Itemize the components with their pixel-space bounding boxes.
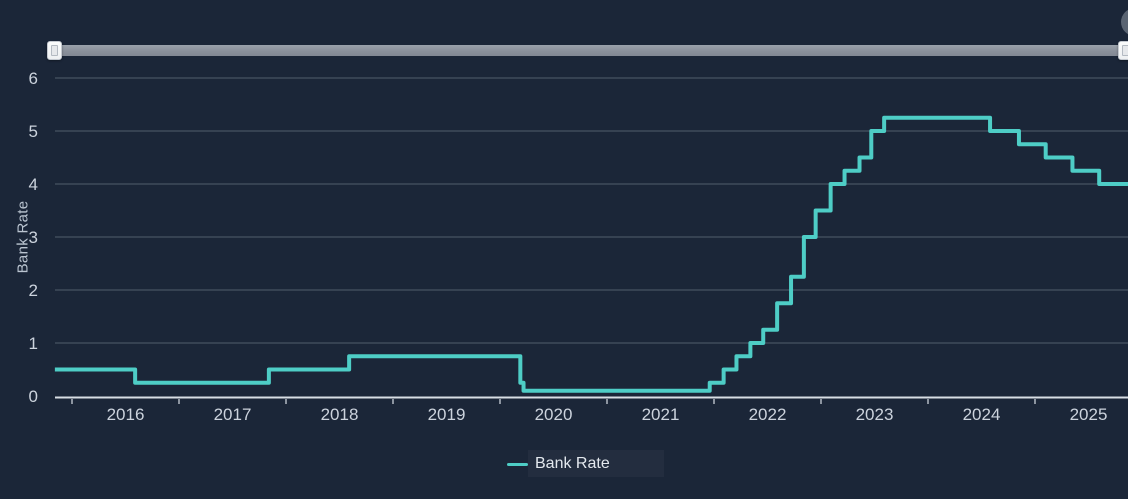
x-tick-label: 2018 [321, 405, 359, 424]
legend-label: Bank Rate [535, 455, 610, 472]
context-menu-button[interactable] [1121, 8, 1128, 36]
y-tick-label: 2 [29, 281, 38, 300]
x-tick-label: 2025 [1070, 405, 1108, 424]
legend-swatch [507, 462, 528, 466]
x-tick-label: 2021 [642, 405, 680, 424]
x-tick-label: 2023 [856, 405, 894, 424]
range-slider-track[interactable] [55, 45, 1128, 56]
y-tick-label: 6 [29, 69, 38, 88]
slider-grip-icon [1122, 45, 1128, 56]
y-tick-label: 0 [29, 387, 38, 406]
x-tick-label: 2019 [428, 405, 466, 424]
slider-grip-icon [51, 45, 58, 56]
y-tick-label: 5 [29, 122, 38, 141]
x-tick-label: 2017 [214, 405, 252, 424]
x-tick-label: 2024 [963, 405, 1001, 424]
range-slider-right-handle[interactable] [1118, 41, 1128, 60]
x-tick-label: 2016 [107, 405, 145, 424]
y-tick-label: 3 [29, 228, 38, 247]
y-axis-title: Bank Rate [14, 200, 32, 274]
y-tick-label: 1 [29, 334, 38, 353]
x-tick-label: 2020 [535, 405, 573, 424]
range-slider-left-handle[interactable] [47, 41, 62, 60]
legend-item-bank-rate[interactable]: Bank Rate [507, 452, 610, 476]
bank-rate-series-line [54, 115, 1128, 393]
x-tick-label: 2022 [749, 405, 787, 424]
y-tick-label: 4 [29, 175, 38, 194]
